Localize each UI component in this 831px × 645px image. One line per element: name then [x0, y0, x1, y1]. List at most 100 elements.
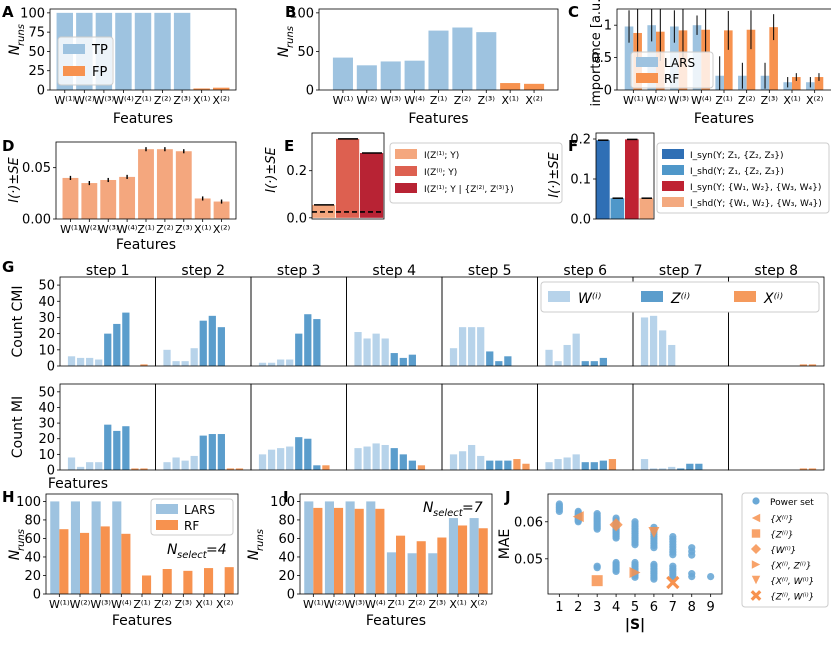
- bar: [277, 359, 285, 366]
- bar-lars: [448, 518, 458, 594]
- legend-marker-power-set: [752, 497, 760, 505]
- bar-rf: [80, 532, 90, 594]
- point-power-set: [593, 564, 601, 572]
- marker-x-filled: [750, 590, 762, 601]
- bar: [522, 463, 530, 470]
- bar-rf: [724, 30, 733, 90]
- point-power-set: [631, 541, 639, 549]
- bar-rf: [746, 29, 756, 90]
- bar: [67, 356, 76, 366]
- bar: [104, 333, 112, 366]
- bar-lars: [407, 553, 417, 594]
- y-tick-label: 40: [278, 550, 295, 565]
- bar: [495, 361, 503, 366]
- bar-rf: [183, 570, 193, 594]
- x-axis-label: |S|: [625, 617, 645, 633]
- panel-letter: I: [283, 488, 289, 506]
- bar-rf: [204, 568, 214, 594]
- legend-label: I(Z⁽¹⁾; Y): [424, 151, 459, 161]
- x-tick-label: W⁽⁴⁾: [111, 598, 132, 611]
- y-axis-label: Count MI: [10, 396, 26, 458]
- y-tick-label: 0.05: [514, 552, 543, 567]
- y-tick-label: 50: [38, 279, 55, 294]
- legend-swatch: [395, 183, 417, 193]
- bar-rf: [334, 507, 344, 594]
- y-tick-label: 0: [604, 84, 612, 99]
- x-tick-label: Z⁽³⁾: [761, 94, 779, 107]
- bar: [286, 359, 294, 366]
- bar: [513, 459, 521, 470]
- y-tick-label: 50: [297, 45, 314, 60]
- x-tick-label: W⁽¹⁾: [60, 223, 81, 236]
- point-power-set: [555, 507, 563, 516]
- x-tick-label: Z⁽³⁾: [175, 223, 193, 236]
- bar: [649, 468, 658, 470]
- x-axis-label: Features: [48, 476, 108, 492]
- y-tick-label: 80: [24, 513, 41, 528]
- bar: [194, 198, 211, 219]
- bar: [599, 357, 607, 366]
- bar: [122, 312, 130, 366]
- point-power-set: [650, 575, 658, 583]
- legend: [150, 498, 234, 536]
- bar: [581, 462, 589, 470]
- bar: [372, 333, 380, 366]
- panel-f-frame: [595, 132, 655, 220]
- y-tick-label: 0.2: [286, 164, 307, 179]
- legend-swatch: [734, 291, 756, 302]
- y-tick-label: 0.0: [286, 211, 307, 226]
- panel-letter: F: [568, 137, 578, 155]
- y-tick-label: 0.00: [22, 213, 51, 228]
- legend-label: {W⁽ⁱ⁾}: [770, 546, 796, 556]
- x-tick-label: 4: [612, 600, 620, 615]
- y-axis-label: runs: [285, 26, 296, 48]
- x-tick-label: Z⁽²⁾: [154, 598, 172, 611]
- x-tick-label: 8: [688, 600, 696, 615]
- legend: [540, 281, 820, 313]
- bar: [104, 424, 112, 470]
- bar: [286, 446, 294, 470]
- x-tick-label: X⁽¹⁾: [449, 598, 467, 611]
- step-title: step 3: [277, 263, 321, 279]
- bar: [217, 434, 225, 470]
- annotation: =4: [206, 542, 227, 558]
- x-tick-label: W⁽³⁾: [90, 598, 111, 611]
- x-tick-label: X⁽¹⁾: [783, 94, 801, 107]
- bar: [608, 459, 617, 470]
- bar: [226, 468, 235, 470]
- bar-lars: [469, 518, 479, 594]
- legend-swatch: [662, 149, 684, 159]
- bar: [695, 463, 703, 470]
- x-axis-label: Features: [116, 237, 176, 253]
- bar: [76, 357, 85, 366]
- x-tick-label: W⁽⁴⁾: [113, 94, 134, 107]
- bar: [468, 327, 476, 366]
- bar: [217, 327, 225, 366]
- bar: [677, 468, 685, 470]
- bar-rf: [458, 525, 468, 594]
- bar-rf: [162, 569, 172, 594]
- marker-tri-down: [751, 575, 761, 585]
- x-tick-label: X⁽²⁾: [470, 598, 488, 611]
- step-title: step 8: [754, 263, 798, 279]
- legend-swatch: [662, 181, 684, 191]
- point-power-set: [669, 551, 677, 559]
- bar-lars: [91, 501, 101, 594]
- x-tick-label: 2: [574, 600, 582, 615]
- bar: [554, 361, 562, 366]
- marker-tri-right: [751, 560, 761, 569]
- bar: [76, 466, 85, 470]
- x-tick-label: X⁽²⁾: [213, 94, 231, 107]
- bar: [486, 460, 494, 470]
- marker-square: [591, 575, 603, 587]
- bar: [213, 201, 230, 219]
- marker-diamond: [609, 518, 623, 532]
- bar: [686, 463, 694, 470]
- point-power-set: [593, 525, 601, 533]
- step-title: step 1: [86, 263, 130, 279]
- y-tick-label: 50: [38, 385, 55, 400]
- bar: [625, 139, 639, 219]
- marker-tri-right: [629, 567, 641, 579]
